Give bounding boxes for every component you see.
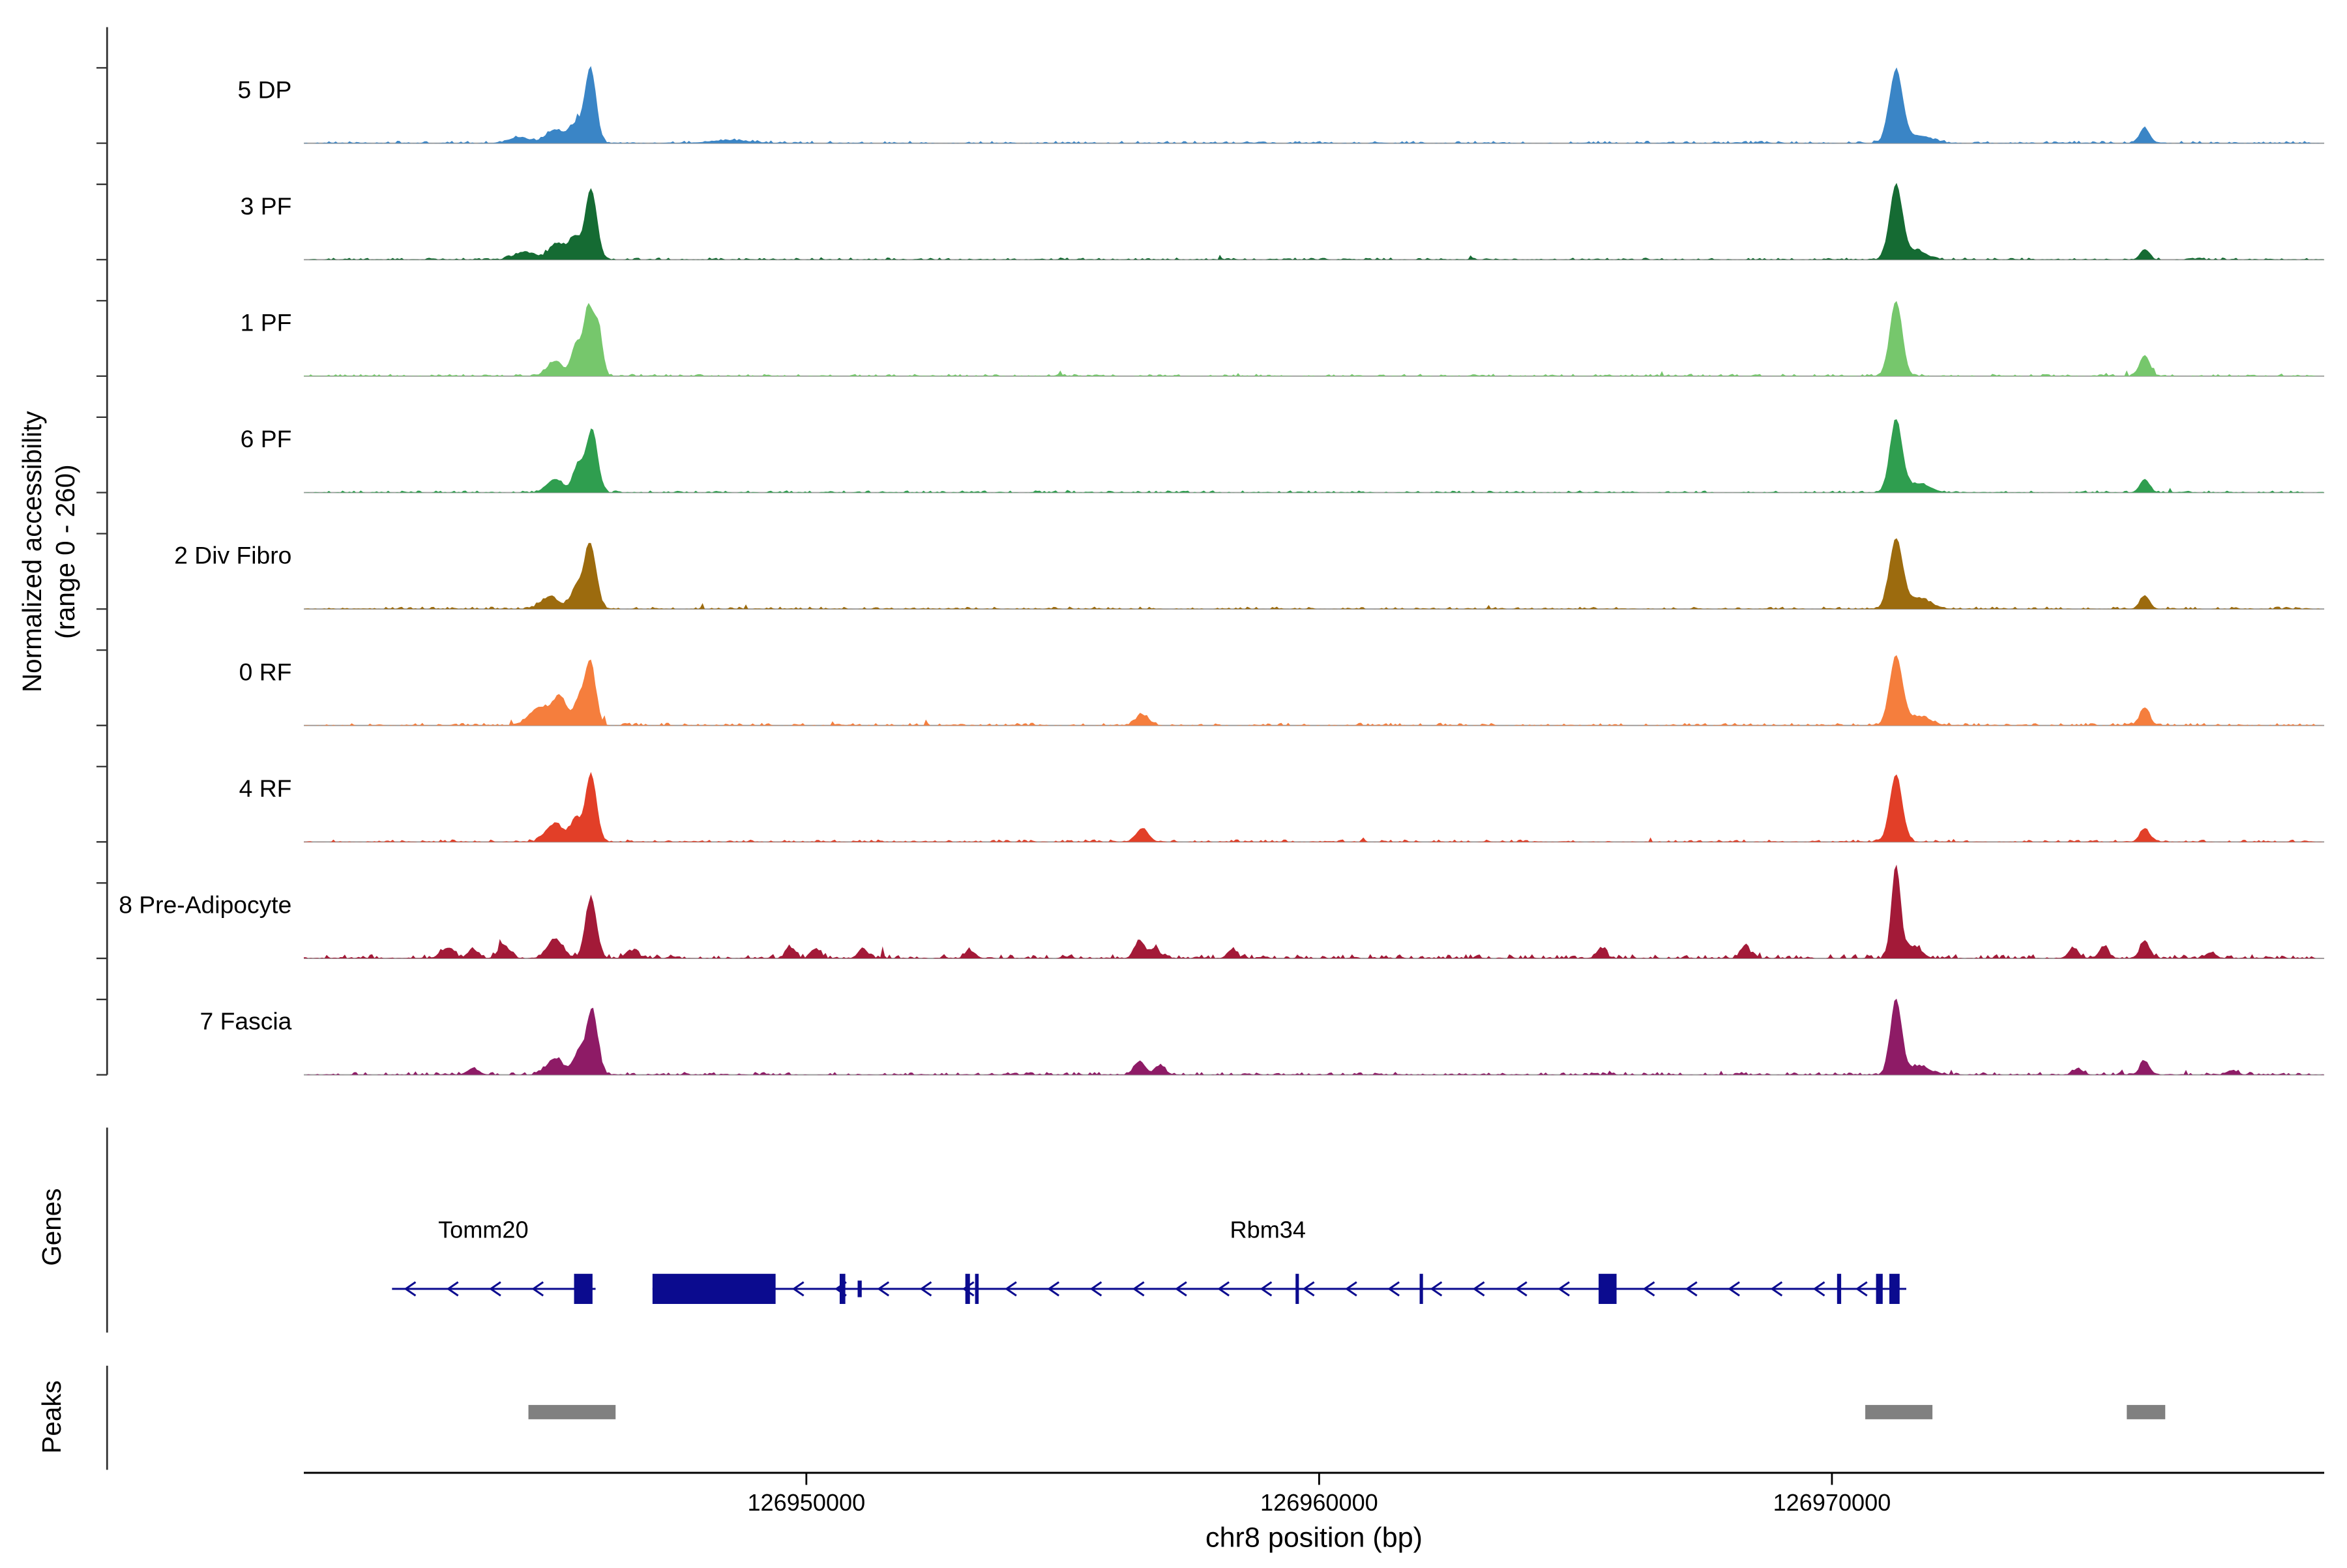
strand-arrow-icon <box>1047 1281 1060 1297</box>
track-1-pf: 1 PF <box>241 301 2325 377</box>
track-7-fascia: 7 Fascia <box>200 998 2325 1076</box>
exon <box>965 1273 970 1304</box>
strand-arrow-icon <box>404 1281 417 1297</box>
track-5-dp: 5 DP <box>238 66 2325 144</box>
track-8-pre-adipocyte: 8 Pre-Adipocyte <box>119 865 2325 959</box>
signal-area <box>304 865 2325 958</box>
track-label: 3 PF <box>241 192 292 220</box>
track-3-pf: 3 PF <box>241 183 2325 261</box>
strand-arrow-icon <box>919 1281 932 1297</box>
y-axis-title-line2: (range 0 - 260) <box>50 464 80 639</box>
strand-arrow-icon <box>1855 1281 1868 1297</box>
track-6-pf: 6 PF <box>241 419 2325 494</box>
gene-tomm20: Tomm20 <box>392 1216 596 1304</box>
track-label: 2 Div Fibro <box>174 542 291 569</box>
strand-arrow-icon <box>1430 1281 1443 1297</box>
peak-region <box>1865 1404 1933 1419</box>
track-0-rf: 0 RF <box>239 655 2325 726</box>
gene-label: Tomm20 <box>438 1216 528 1243</box>
genes-section-label: Genes <box>37 1188 66 1265</box>
strand-arrow-icon <box>1345 1281 1357 1297</box>
peak-regions <box>528 1404 2166 1419</box>
exon <box>574 1273 593 1304</box>
track-label: 7 Fascia <box>200 1007 292 1035</box>
exon <box>975 1273 979 1304</box>
strand-arrow-icon <box>1302 1281 1315 1297</box>
y-axis-bracket: Normalized accessibility (range 0 - 260) <box>17 27 108 1076</box>
x-tick-label: 126970000 <box>1773 1489 1891 1516</box>
x-tick-label: 126950000 <box>747 1489 865 1516</box>
exon <box>857 1280 862 1297</box>
signal-area <box>304 419 2325 493</box>
track-label: 0 RF <box>239 658 292 685</box>
track-label: 4 RF <box>239 775 292 802</box>
strand-arrow-icon <box>1728 1281 1740 1297</box>
strand-arrow-icon <box>1260 1281 1273 1297</box>
strand-arrow-icon <box>1685 1281 1698 1297</box>
exon <box>1419 1273 1423 1304</box>
gene-label: Rbm34 <box>1230 1216 1306 1243</box>
exon <box>1876 1273 1883 1304</box>
track-4-rf: 4 RF <box>239 772 2325 843</box>
signal-area <box>304 66 2325 143</box>
strand-arrow-icon <box>1387 1281 1400 1297</box>
strand-arrow-icon <box>446 1281 459 1297</box>
strand-arrow-icon <box>1175 1281 1187 1297</box>
strand-arrow-icon <box>531 1281 544 1297</box>
strand-arrow-icon <box>1557 1281 1570 1297</box>
signal-area <box>304 301 2325 376</box>
signal-area <box>304 183 2325 260</box>
peak-region <box>2127 1404 2166 1419</box>
track-label: 5 DP <box>238 76 292 103</box>
track-label: 8 Pre-Adipocyte <box>119 891 291 919</box>
exon <box>1837 1273 1842 1304</box>
track-label: 6 PF <box>241 425 292 452</box>
signal-area <box>304 772 2325 842</box>
strand-arrow-icon <box>1642 1281 1655 1297</box>
strand-arrow-icon <box>489 1281 501 1297</box>
strand-arrow-icon <box>1515 1281 1528 1297</box>
strand-arrow-icon <box>877 1281 890 1297</box>
exon <box>1889 1273 1900 1304</box>
exon <box>1295 1273 1299 1304</box>
strand-arrow-icon <box>1217 1281 1230 1297</box>
strand-arrow-icon <box>1089 1281 1102 1297</box>
x-tick-label: 126960000 <box>1260 1489 1378 1516</box>
strand-arrow-icon <box>962 1281 975 1297</box>
strand-arrow-icon <box>1812 1281 1825 1297</box>
signal-area <box>304 998 2325 1075</box>
signal-area <box>304 655 2325 726</box>
exon <box>1599 1273 1617 1304</box>
strand-arrow-icon <box>1770 1281 1783 1297</box>
peak-region <box>528 1404 616 1419</box>
y-axis-title-line1: Normalized accessibility <box>17 411 47 692</box>
strand-arrow-icon <box>1132 1281 1145 1297</box>
strand-arrow-icon <box>1005 1281 1017 1297</box>
track-2-div-fibro: 2 Div Fibro <box>174 538 2325 610</box>
strand-arrow-icon <box>791 1281 804 1297</box>
strand-arrow-icon <box>1472 1281 1485 1297</box>
x-axis-title: chr8 position (bp) <box>1205 1522 1423 1553</box>
peaks-section-label: Peaks <box>37 1380 66 1453</box>
gene-rbm34: Rbm34 <box>652 1216 1907 1304</box>
exon <box>839 1273 846 1304</box>
x-axis: 126950000 126960000 126970000 chr8 position… <box>304 1472 2325 1553</box>
track-label: 1 PF <box>241 309 292 336</box>
signal-area <box>304 538 2325 610</box>
exon <box>652 1273 776 1304</box>
